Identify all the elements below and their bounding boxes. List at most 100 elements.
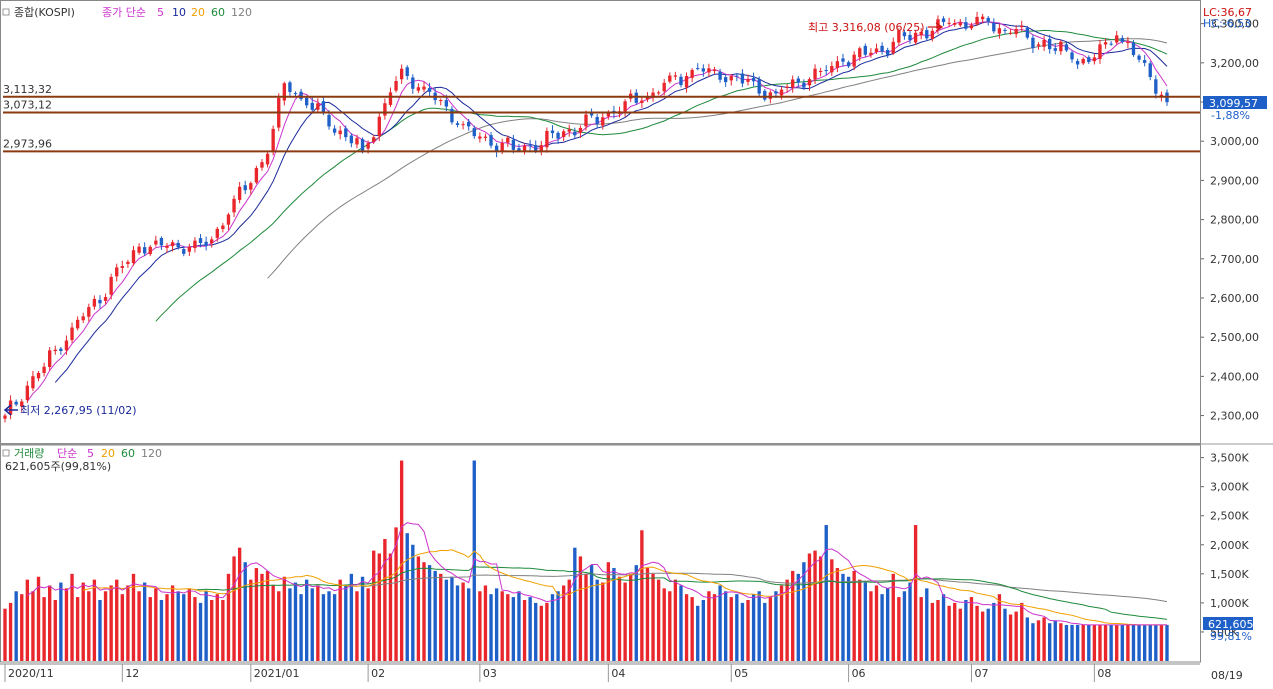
candle-body (1148, 63, 1152, 78)
volume-bar (170, 585, 175, 661)
volume-bar (254, 568, 259, 661)
candle-body (763, 90, 767, 100)
candle-body (640, 100, 644, 103)
volume-bar (992, 602, 996, 661)
ma-legend-10: 10 (172, 6, 186, 19)
volume-bar (601, 582, 605, 661)
volume-bar (573, 547, 577, 661)
candle-body (372, 137, 376, 142)
volume-bar (137, 591, 141, 661)
candle-body (584, 114, 588, 127)
candle-body (964, 22, 968, 29)
candle-body (1131, 42, 1136, 56)
candle-body (718, 71, 722, 80)
volume-y-tick-label: 2,000K (1210, 539, 1249, 552)
candle-body (489, 135, 493, 146)
volume-bar (455, 585, 460, 661)
volume-bar (500, 591, 504, 661)
candle-body (176, 242, 180, 248)
volume-bar (103, 591, 108, 661)
candle-body (561, 131, 566, 138)
volume-bar (1059, 623, 1063, 661)
volume-bar (1025, 617, 1030, 661)
x-axis-tick-label: 2020/11 (8, 667, 54, 680)
candle-body (947, 22, 951, 24)
volume-bar (757, 591, 761, 661)
volume-bar (779, 585, 784, 661)
volume-bar (735, 594, 739, 661)
candle-body (182, 249, 186, 254)
volume-bar (880, 594, 884, 661)
volume-bar (1020, 602, 1024, 661)
volume-ma-legend-60: 60 (121, 447, 135, 460)
volume-panel-toggle-icon[interactable] (2, 449, 10, 457)
candle-body (154, 240, 158, 245)
volume-bar (243, 562, 247, 661)
candle-body (757, 79, 761, 94)
volume-bar (131, 573, 136, 661)
candle-body (1092, 57, 1097, 62)
volume-bar (176, 591, 180, 661)
candle-body (589, 112, 594, 116)
candle-body (1008, 32, 1013, 34)
candle-body (791, 79, 795, 88)
price-y-tick-label: 3,000,00 (1210, 135, 1259, 148)
candle-body (75, 319, 80, 329)
volume-bar (383, 538, 387, 661)
volume-bar (64, 588, 69, 661)
candle-body (70, 327, 74, 341)
candle-body (148, 246, 152, 254)
volume-bar (31, 591, 35, 661)
volume-bar (913, 525, 918, 661)
candle-body (1081, 58, 1085, 64)
volume-bar (461, 582, 465, 661)
candle-body (919, 31, 923, 36)
candle-body (115, 267, 119, 277)
volume-bar (109, 585, 113, 661)
candle-body (416, 87, 421, 91)
volume-bar (1126, 624, 1130, 661)
candle-body (1042, 40, 1046, 47)
candle-body (304, 97, 309, 106)
volume-bar (964, 599, 968, 661)
volume-bar (522, 599, 527, 661)
candle-body (796, 78, 800, 83)
candle-body (684, 76, 689, 88)
price-panel-toggle-icon[interactable] (2, 8, 10, 16)
volume-bar (818, 556, 823, 661)
candle-body (8, 400, 13, 415)
volume-bar (416, 556, 421, 661)
candle-body (601, 117, 605, 126)
lc-label: LC:36,67 (1203, 6, 1252, 19)
volume-info-label: 621,605주(99,81%) (5, 460, 111, 473)
candle-body (925, 30, 929, 39)
volume-bar (712, 594, 717, 661)
price-y-tick-label: 3,300,00 (1210, 18, 1259, 31)
volume-bar (969, 597, 974, 661)
candle-body (260, 162, 264, 168)
volume-bar (746, 599, 750, 661)
volume-last-box (1203, 617, 1253, 630)
volume-bar (852, 570, 856, 661)
volume-bar (1042, 617, 1046, 661)
candle-body (835, 61, 840, 68)
ma-line-60 (155, 29, 1168, 322)
candle-body (623, 101, 627, 112)
volume-bar (863, 582, 868, 661)
candle-body (645, 97, 650, 100)
volume-bar (20, 594, 24, 661)
candle-body (545, 130, 549, 148)
candle-body (528, 145, 532, 147)
volume-bar (237, 547, 242, 661)
candle-body (673, 75, 678, 77)
candle-body (863, 45, 868, 55)
price-y-tick-label: 2,600,00 (1210, 292, 1259, 305)
volume-bar (277, 591, 281, 661)
volume-bar (561, 585, 566, 661)
volume-bar (215, 594, 219, 661)
volume-bar (338, 579, 342, 661)
volume-y-tick-label: 1,000K (1210, 597, 1249, 610)
volume-bar (645, 568, 650, 661)
